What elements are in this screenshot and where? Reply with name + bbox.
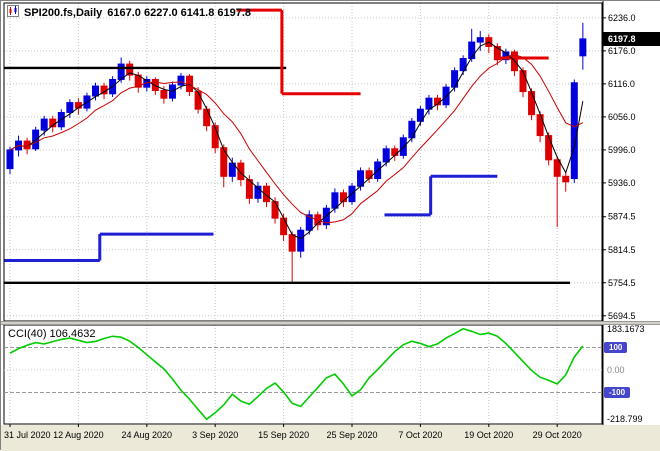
candle-body: [6, 149, 14, 170]
date-tick-label: 29 Oct 2020: [533, 430, 582, 440]
chart-icon: [7, 5, 19, 20]
cci-max-label: 183.1673: [607, 324, 645, 334]
candle-body: [391, 148, 399, 156]
price-tick-label: 6116.0: [608, 79, 635, 89]
candle-body: [237, 162, 245, 181]
candle-body: [194, 91, 202, 110]
current-price-badge: 6197.8: [603, 32, 660, 46]
candle-body: [143, 78, 151, 88]
price-tick-label: 5936.0: [608, 178, 636, 188]
candle-body: [562, 175, 570, 183]
candle-body: [365, 170, 373, 180]
candle-body: [245, 179, 253, 199]
candle-body: [399, 137, 407, 156]
date-tick-label: 24 Aug 2020: [122, 430, 173, 440]
candle-body: [579, 38, 587, 57]
candle-body: [331, 192, 339, 209]
price-tick-label: 6236.0: [608, 13, 636, 23]
candle-body: [92, 85, 99, 97]
cci-upper-level-badge: 100: [604, 342, 628, 353]
date-tick-label: 19 Oct 2020: [464, 430, 513, 440]
cci-lower-level-badge: -100: [604, 387, 631, 398]
candle-body: [40, 118, 48, 131]
price-tick-label: 5996.0: [608, 145, 636, 155]
chart-title: SPI200.fs,Daily 6167.0 6227.0 6141.8 619…: [7, 5, 251, 20]
panel-splitter[interactable]: [1, 321, 660, 325]
candle-body: [519, 70, 527, 93]
cci-panel-frame: [3, 324, 603, 425]
cci-line: [9, 327, 584, 421]
candle-body: [151, 78, 159, 91]
cci-zero-label: 0.00: [607, 365, 625, 375]
candle-body: [220, 147, 228, 177]
date-tick-label: 25 Sep 2020: [326, 430, 377, 440]
date-tick-label: 12 Aug 2020: [53, 430, 104, 440]
candle-body: [126, 63, 134, 76]
candle-body: [254, 185, 262, 199]
date-tick-label: 3 Sep 2020: [192, 430, 238, 440]
date-tick-label: 31 Jul 2020: [4, 430, 51, 440]
candle-body: [528, 91, 536, 116]
cci-indicator-label: CCI(40) 106.4632: [8, 328, 96, 340]
date-tick-label: 15 Sep 2020: [258, 430, 309, 440]
price-tick-label: 6176.0: [608, 46, 636, 56]
candle-body: [211, 125, 219, 149]
candle-body: [280, 217, 288, 236]
candle-body: [459, 58, 467, 72]
candle-body: [476, 37, 484, 43]
date-strip-background: [1, 425, 660, 451]
price-tick-label: 6056.0: [608, 112, 636, 122]
candle-body: [553, 159, 561, 177]
moving-average-red: [9, 54, 584, 224]
ohlc-readout: 6167.0 6227.0 6141.8 6197.8: [107, 6, 252, 19]
cci-min-label: -218.799: [607, 414, 643, 424]
price-tick-label: 5694.5: [608, 311, 636, 321]
candle-body: [536, 114, 544, 137]
candle-body: [468, 41, 476, 60]
candle-body: [493, 45, 501, 61]
candle-body: [425, 97, 433, 110]
candle-body: [160, 89, 168, 99]
candle-body: [288, 234, 296, 252]
price-tick-label: 5754.5: [608, 278, 636, 288]
date-tick-label: 7 Oct 2020: [398, 430, 442, 440]
candle-body: [416, 108, 424, 122]
price-tick-label: 5874.5: [608, 212, 636, 222]
candle-body: [203, 108, 211, 127]
candle-body: [177, 75, 185, 86]
candle-body: [382, 148, 390, 163]
candle-body: [442, 86, 450, 106]
candle-body: [339, 192, 347, 203]
candle-body: [297, 229, 305, 252]
candle-body: [263, 185, 270, 203]
candle-body: [305, 214, 313, 231]
candle-body: [570, 82, 578, 180]
moving-average-black: [9, 41, 584, 240]
candle-body: [66, 102, 74, 113]
candle-body: [271, 201, 279, 219]
symbol-timeframe-label: SPI200.fs,Daily: [24, 6, 103, 19]
candle-body: [545, 135, 553, 161]
price-tick-label: 5814.5: [608, 245, 636, 255]
